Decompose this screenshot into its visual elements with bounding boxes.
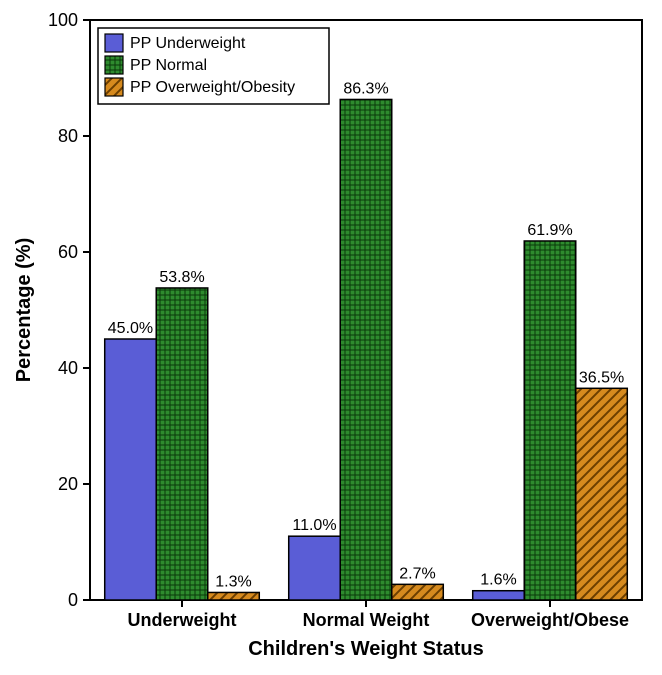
bar-value-label: 86.3%: [343, 80, 388, 97]
bar: [340, 99, 392, 600]
chart-svg: 0 20 40 60 80 100 Percentage (%) 45.0% 53.8% 1.3%…: [0, 0, 662, 675]
bar-value-label: 11.0%: [292, 517, 336, 534]
bar-value-label: 1.6%: [480, 572, 516, 589]
y-tick-label: 60: [58, 242, 78, 262]
x-tick-label: Normal Weight: [303, 610, 430, 630]
bar: [156, 288, 208, 600]
bar: [105, 339, 157, 600]
bar: [473, 591, 525, 600]
x-tick-label: Underweight: [127, 610, 236, 630]
legend-label: PP Overweight/Obesity: [130, 79, 295, 96]
bar-value-label: 45.0%: [108, 320, 153, 337]
bar-value-label: 1.3%: [215, 573, 251, 590]
y-axis-label: Percentage (%): [13, 238, 35, 383]
x-axis-label: Children's Weight Status: [248, 638, 484, 660]
chart-container: 0 20 40 60 80 100 Percentage (%) 45.0% 53.8% 1.3%…: [0, 0, 662, 675]
bar: [208, 592, 260, 600]
legend-label: PP Underweight: [130, 35, 246, 52]
bar: [524, 241, 576, 600]
y-tick-label: 80: [58, 126, 78, 146]
bar-value-label: 53.8%: [159, 269, 204, 286]
bar: [289, 536, 341, 600]
legend-swatch: [105, 34, 123, 52]
bar-value-label: 2.7%: [399, 565, 435, 582]
x-tick-label: Overweight/Obese: [471, 610, 629, 630]
bar-value-label: 36.5%: [579, 369, 624, 386]
bar-value-label: 61.9%: [527, 222, 572, 239]
legend-swatch: [105, 56, 123, 74]
legend: PP Underweight PP Normal PP Overweight/Obe…: [98, 28, 329, 104]
y-tick-label: 20: [58, 474, 78, 494]
bar: [576, 388, 628, 600]
legend-label: PP Normal: [130, 57, 207, 74]
y-tick-label: 0: [68, 590, 78, 610]
y-tick-label: 40: [58, 358, 78, 378]
legend-swatch: [105, 78, 123, 96]
bar: [392, 584, 444, 600]
y-tick-label: 100: [48, 10, 78, 30]
